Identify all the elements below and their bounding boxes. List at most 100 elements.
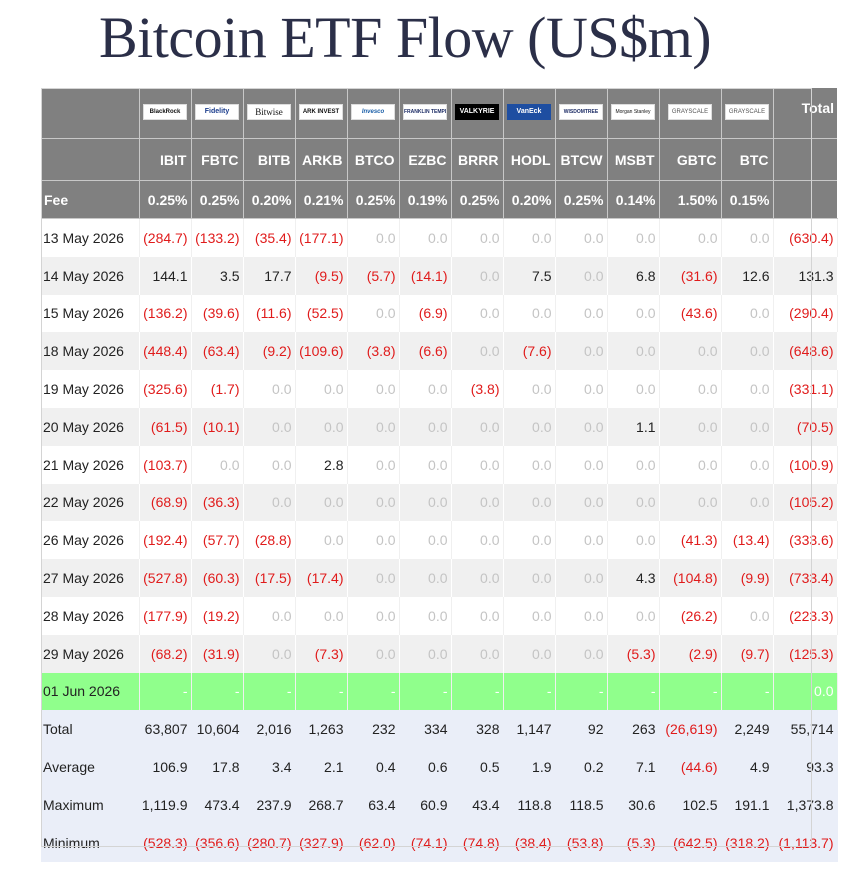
ticker-header: FBTC (191, 138, 244, 181)
flow-cell: (26.2) (659, 596, 722, 635)
flow-cell: 0.0 (399, 218, 452, 257)
stats-cell: (318.2) (721, 823, 774, 862)
flow-cell: 0.0 (399, 634, 452, 673)
fidelity-logo: Fidelity (195, 103, 239, 120)
flow-table-body: 13 May 2026 (284.7) (133.2) (35.4) (177.1) 0.… (41, 218, 838, 862)
stats-cell: 10,604 (191, 710, 244, 749)
flow-cell: 0.0 (555, 596, 608, 635)
corner-cell (41, 88, 140, 139)
stats-label: Total (41, 710, 140, 749)
flow-cell: (57.7) (191, 521, 244, 560)
stats-cell: 1,263 (295, 710, 348, 749)
flow-cell: - (555, 672, 608, 711)
stats-cell: 473.4 (191, 785, 244, 824)
table-row: 27 May 2026 (527.8) (60.3) (17.5) (17.4) 0.0 0… (41, 559, 838, 597)
flow-cell: 0.0 (721, 483, 774, 522)
flow-cell: 0.0 (555, 483, 608, 522)
flow-cell: 0.0 (243, 634, 296, 673)
flow-cell: 144.1 (139, 256, 192, 295)
flow-cell: (5.3) (607, 634, 660, 673)
stats-cell: (38.4) (503, 823, 556, 862)
flow-cell: 0.0 (503, 218, 556, 257)
stats-cell: 118.5 (555, 785, 608, 824)
ticker-header: HODL (503, 138, 556, 181)
stats-cell: 263 (607, 710, 660, 749)
stats-cell: (528.3) (139, 823, 192, 862)
flow-cell: (7.6) (503, 332, 556, 371)
table-row: 19 May 2026 (325.6) (1.7) 0.0 0.0 0.0 0.0 (3.8)… (41, 370, 838, 408)
row-total-cell: (105.2) (773, 483, 838, 522)
stats-cell: 3.4 (243, 748, 296, 786)
row-total-cell: (648.6) (773, 332, 838, 371)
flow-cell: 0.0 (399, 483, 452, 522)
etf-flow-table: BlackRock Fidelity Bitwise ARK INVEST In… (41, 88, 838, 862)
stats-cell: 1.9 (503, 748, 556, 786)
flow-cell: (1.7) (191, 370, 244, 408)
flow-cell: 0.0 (555, 218, 608, 257)
flow-cell: (36.3) (191, 483, 244, 522)
flow-cell: 0.0 (451, 445, 504, 484)
flow-cell: (6.6) (399, 332, 452, 371)
flow-cell: 0.0 (451, 256, 504, 295)
flow-cell: 0.0 (399, 407, 452, 446)
grayscale-logo: GRAYSCALE (668, 103, 712, 120)
flow-cell: (39.6) (191, 294, 244, 333)
flow-cell: 0.0 (503, 521, 556, 560)
flow-cell: 0.0 (347, 634, 400, 673)
flow-cell: 0.0 (555, 559, 608, 597)
date-cell: 28 May 2026 (41, 596, 140, 635)
fee-cell: 0.14% (607, 180, 660, 219)
date-cell: 13 May 2026 (41, 218, 140, 257)
flow-cell: 0.0 (721, 445, 774, 484)
flow-cell: 0.0 (295, 521, 348, 560)
date-cell: 14 May 2026 (41, 256, 140, 295)
fee-cell: 0.25% (451, 180, 504, 219)
stats-cell: 334 (399, 710, 452, 749)
flow-cell: 0.0 (659, 483, 722, 522)
ticker-header: GBTC (659, 138, 722, 181)
flow-cell: (31.9) (191, 634, 244, 673)
flow-cell: 0.0 (555, 521, 608, 560)
stats-cell: 0.5 (451, 748, 504, 786)
flow-cell: (9.2) (243, 332, 296, 371)
flow-cell: 0.0 (503, 294, 556, 333)
flow-cell: 0.0 (721, 218, 774, 257)
flow-cell: 0.0 (607, 294, 660, 333)
stats-label: Maximum (41, 785, 140, 824)
row-total-cell: (70.5) (773, 407, 838, 446)
flow-cell: (17.4) (295, 559, 348, 597)
stats-total-cell: 1,373.8 (773, 785, 838, 824)
flow-cell: 0.0 (451, 596, 504, 635)
bitwise-logo: Bitwise (247, 103, 291, 120)
ticker-header: BTCO (347, 138, 400, 181)
flow-cell: 0.0 (399, 370, 452, 408)
flow-cell: 4.3 (607, 559, 660, 597)
flow-cell: 0.0 (347, 218, 400, 257)
fee-cell: 0.25% (555, 180, 608, 219)
flow-cell: (6.9) (399, 294, 452, 333)
stats-cell: (642.5) (659, 823, 722, 862)
flow-cell: 0.0 (295, 483, 348, 522)
stats-cell: 0.4 (347, 748, 400, 786)
flow-cell: 0.0 (347, 407, 400, 446)
flow-cell: 0.0 (347, 370, 400, 408)
date-cell: 27 May 2026 (41, 559, 140, 597)
flow-cell: 0.0 (659, 370, 722, 408)
flow-cell: 0.0 (607, 218, 660, 257)
flow-cell: 0.0 (451, 294, 504, 333)
stats-cell: (5.3) (607, 823, 660, 862)
flow-cell: (527.8) (139, 559, 192, 597)
stats-cell: 43.4 (451, 785, 504, 824)
flow-cell: - (451, 672, 504, 711)
ticker-header: MSBT (607, 138, 660, 181)
flow-cell: 0.0 (721, 407, 774, 446)
flow-cell: (13.4) (721, 521, 774, 560)
ticker-header: BTCW (555, 138, 608, 181)
flow-cell: (325.6) (139, 370, 192, 408)
row-total-cell: (290.4) (773, 294, 838, 333)
flow-cell: (43.6) (659, 294, 722, 333)
ticker-header: IBIT (139, 138, 192, 181)
flow-cell: - (503, 672, 556, 711)
stats-cell: 7.1 (607, 748, 660, 786)
table-row: 21 May 2026 (103.7) 0.0 0.0 2.8 0.0 0.0 0.0 0.0 0… (41, 445, 838, 484)
